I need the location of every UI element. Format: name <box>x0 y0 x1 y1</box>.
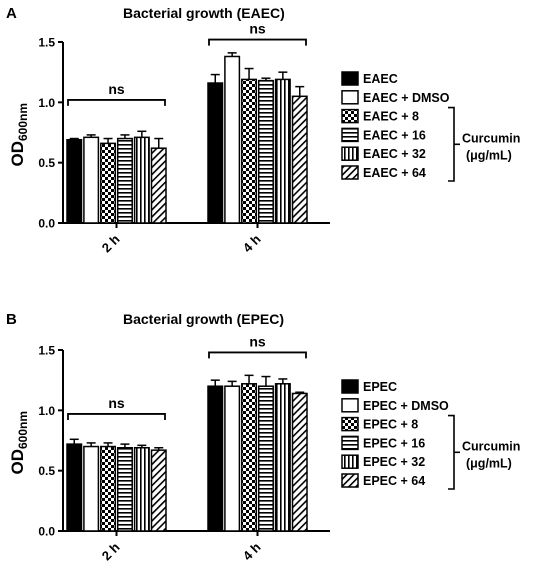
legend-swatch <box>341 165 359 180</box>
legend-swatch <box>341 127 359 143</box>
bar <box>133 136 150 224</box>
significance-label: ns <box>108 395 125 411</box>
legend-swatch <box>341 454 359 469</box>
curcumin-brace <box>448 106 455 182</box>
y-axis-label: OD600nm <box>8 411 30 475</box>
y-tick-label: 0.0 <box>38 525 55 539</box>
legend-swatch <box>341 90 359 105</box>
panel-label: B <box>6 311 17 328</box>
bar <box>66 443 83 532</box>
legend-label: EAEC + 32 <box>363 147 426 161</box>
bar <box>257 79 274 224</box>
bar <box>241 383 258 532</box>
legend-swatch <box>341 435 359 451</box>
y-tick-label: 1.0 <box>38 96 55 110</box>
bar <box>150 449 167 532</box>
bar <box>274 383 291 532</box>
y-axis-label-sub: 600nm <box>16 103 30 141</box>
bar <box>207 82 224 224</box>
legend-label: EPEC + 16 <box>363 436 425 450</box>
bar <box>100 142 117 224</box>
bar <box>116 446 133 532</box>
y-tick-label: 1.0 <box>38 404 55 418</box>
legend-swatch <box>341 416 359 432</box>
significance-label: ns <box>249 333 266 349</box>
legend-label: EPEC + 32 <box>363 455 425 469</box>
curcumin-label: Curcumin <box>462 131 520 145</box>
chart-title: Bacterial growth (EPEC) <box>123 311 284 327</box>
y-tick-label: 1.5 <box>38 344 55 358</box>
bar <box>83 136 100 224</box>
y-axis-label-main: OD <box>8 141 27 167</box>
panel-label: A <box>6 5 17 22</box>
x-tick-label: 4 h <box>240 231 264 255</box>
bar <box>116 137 133 224</box>
bar <box>257 385 274 532</box>
legend-swatch <box>341 71 359 86</box>
legend-swatch <box>341 146 359 161</box>
bar <box>133 446 150 532</box>
chart-title: Bacterial growth (EAEC) <box>123 5 285 21</box>
bar <box>207 385 224 532</box>
chart-panel-b: B Bacterial growth (EPEC) OD600nm 0.0 0.5 1.0… <box>6 311 520 563</box>
bar <box>100 445 117 532</box>
bar <box>150 147 167 224</box>
bar <box>291 392 308 532</box>
curcumin-unit-label: (μg/mL) <box>466 456 512 470</box>
significance-label: ns <box>108 81 125 97</box>
y-tick-label: 0.5 <box>38 156 55 170</box>
y-tick-label: 0.5 <box>38 464 55 478</box>
legend-swatch <box>341 398 359 413</box>
y-axis-label-sub: 600nm <box>16 411 30 449</box>
significance-bracket <box>208 38 307 46</box>
legend-label: EPEC + 64 <box>363 474 425 488</box>
legend-label: EAEC <box>363 72 398 86</box>
y-tick-label: 1.5 <box>38 36 55 50</box>
significance-label: ns <box>249 21 266 37</box>
x-tick-label: 4 h <box>240 539 264 563</box>
significance-bracket <box>67 413 166 420</box>
curcumin-label: Curcumin <box>462 439 520 453</box>
legend-swatch <box>341 379 359 394</box>
y-axis-label: OD600nm <box>8 103 30 167</box>
x-tick-label: 2 h <box>99 231 123 255</box>
legend-label: EPEC + 8 <box>363 418 418 432</box>
legend-label: EAEC + 16 <box>363 128 426 142</box>
bar <box>274 78 291 224</box>
significance-bracket <box>67 99 166 106</box>
bar <box>66 138 83 224</box>
chart-panel-a: A Bacterial growth (EAEC) OD600nm 0.0 0.5 1.0… <box>6 5 520 255</box>
legend-label: EAEC + 64 <box>363 166 426 180</box>
y-axis-label-main: OD <box>8 449 27 475</box>
legend-label: EPEC <box>363 380 397 394</box>
bar <box>224 55 241 224</box>
bar <box>291 95 308 224</box>
bar <box>224 385 241 532</box>
legend-label: EAEC + DMSO <box>363 91 450 105</box>
curcumin-unit-label: (μg/mL) <box>466 148 512 162</box>
bar <box>241 78 258 224</box>
legend-label: EPEC + DMSO <box>363 399 449 413</box>
bar <box>83 445 100 532</box>
curcumin-brace <box>448 414 455 490</box>
significance-bracket <box>208 351 307 359</box>
y-tick-label: 0.0 <box>38 217 55 231</box>
legend-swatch <box>341 473 359 488</box>
legend-label: EAEC + 8 <box>363 110 419 124</box>
legend-swatch <box>341 108 359 124</box>
x-tick-label: 2 h <box>99 539 123 563</box>
